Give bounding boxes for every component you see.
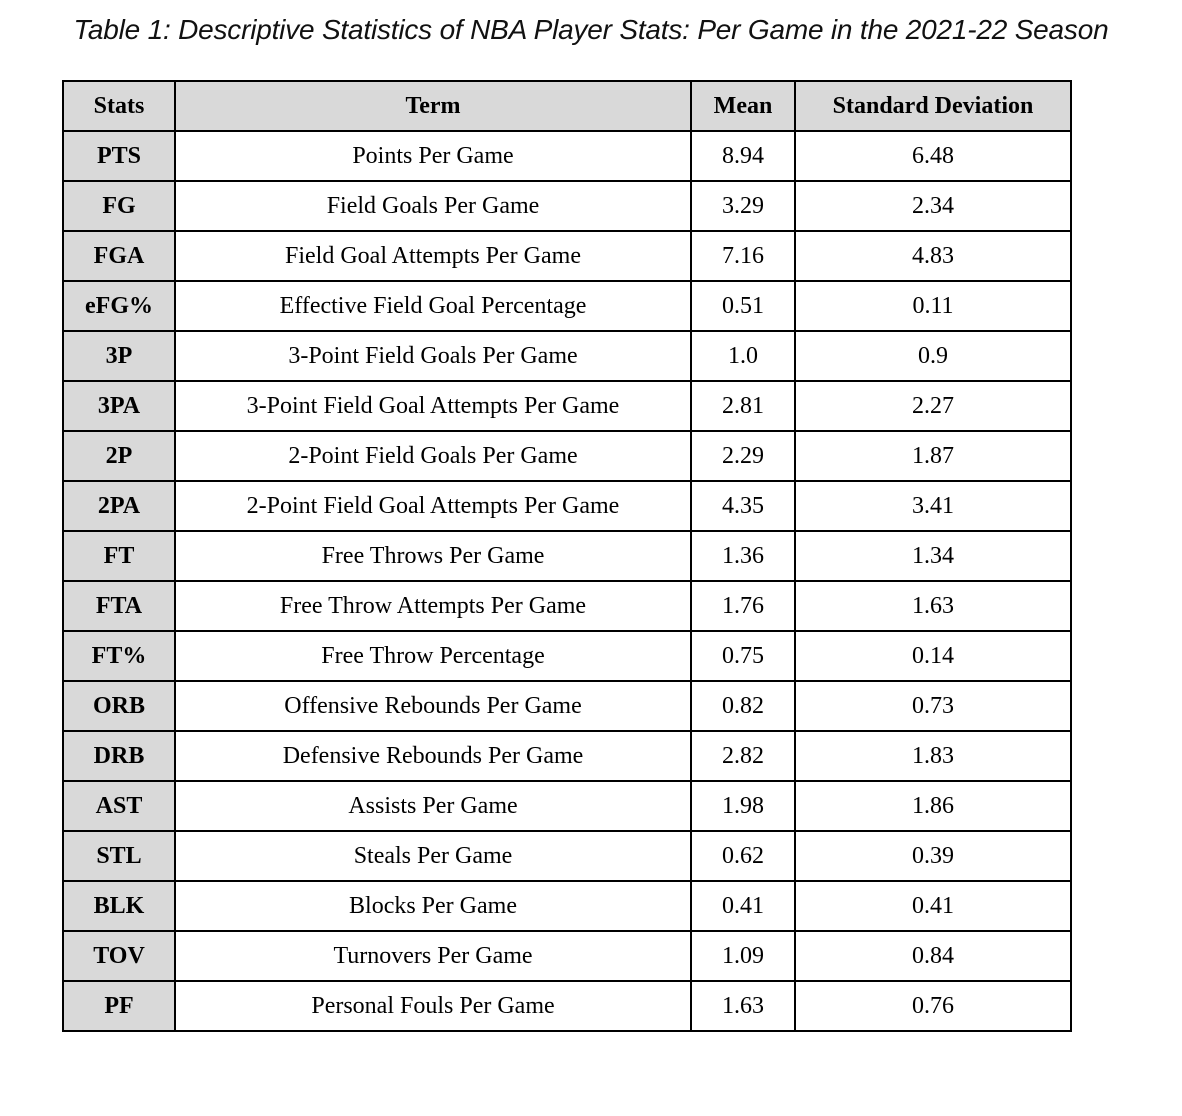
- sd-cell: 0.73: [794, 680, 1072, 732]
- term-cell: Free Throw Attempts Per Game: [174, 580, 692, 632]
- mean-cell: 1.76: [690, 580, 796, 632]
- mean-cell: 1.98: [690, 780, 796, 832]
- sd-cell: 6.48: [794, 130, 1072, 182]
- table-row: PF Personal Fouls Per Game 1.63 0.76: [62, 980, 1072, 1032]
- mean-cell: 2.81: [690, 380, 796, 432]
- stat-cell: FTA: [62, 580, 176, 632]
- term-cell: Turnovers Per Game: [174, 930, 692, 982]
- term-cell: 2-Point Field Goal Attempts Per Game: [174, 480, 692, 532]
- sd-cell: 4.83: [794, 230, 1072, 282]
- header-mean: Mean: [690, 80, 796, 132]
- table-row: FT Free Throws Per Game 1.36 1.34: [62, 530, 1072, 582]
- table-row: BLK Blocks Per Game 0.41 0.41: [62, 880, 1072, 932]
- term-cell: Field Goal Attempts Per Game: [174, 230, 692, 282]
- sd-cell: 0.39: [794, 830, 1072, 882]
- stat-cell: FGA: [62, 230, 176, 282]
- header-stats: Stats: [62, 80, 176, 132]
- term-cell: Points Per Game: [174, 130, 692, 182]
- term-cell: Blocks Per Game: [174, 880, 692, 932]
- term-cell: Field Goals Per Game: [174, 180, 692, 232]
- term-cell: Offensive Rebounds Per Game: [174, 680, 692, 732]
- term-cell: Defensive Rebounds Per Game: [174, 730, 692, 782]
- sd-cell: 1.34: [794, 530, 1072, 582]
- table-row: FT% Free Throw Percentage 0.75 0.14: [62, 630, 1072, 682]
- table-row: TOV Turnovers Per Game 1.09 0.84: [62, 930, 1072, 982]
- stat-cell: 2P: [62, 430, 176, 482]
- sd-cell: 1.83: [794, 730, 1072, 782]
- sd-cell: 1.87: [794, 430, 1072, 482]
- stat-cell: DRB: [62, 730, 176, 782]
- stat-cell: ORB: [62, 680, 176, 732]
- stat-cell: eFG%: [62, 280, 176, 332]
- sd-cell: 0.14: [794, 630, 1072, 682]
- stat-cell: PF: [62, 980, 176, 1032]
- mean-cell: 2.29: [690, 430, 796, 482]
- term-cell: Assists Per Game: [174, 780, 692, 832]
- table-row: PTS Points Per Game 8.94 6.48: [62, 130, 1072, 182]
- mean-cell: 4.35: [690, 480, 796, 532]
- table-row: STL Steals Per Game 0.62 0.39: [62, 830, 1072, 882]
- term-cell: 2-Point Field Goals Per Game: [174, 430, 692, 482]
- stats-table: Stats Term Mean Standard Deviation PTS Po…: [62, 80, 1072, 1032]
- term-cell: 3-Point Field Goals Per Game: [174, 330, 692, 382]
- table-row: FGA Field Goal Attempts Per Game 7.16 4.83: [62, 230, 1072, 282]
- mean-cell: 0.82: [690, 680, 796, 732]
- sd-cell: 1.86: [794, 780, 1072, 832]
- sd-cell: 3.41: [794, 480, 1072, 532]
- header-standard-deviation: Standard Deviation: [794, 80, 1072, 132]
- table-row: AST Assists Per Game 1.98 1.86: [62, 780, 1072, 832]
- sd-cell: 0.9: [794, 330, 1072, 382]
- stat-cell: AST: [62, 780, 176, 832]
- table-header-row: Stats Term Mean Standard Deviation: [62, 80, 1072, 132]
- table-row: FTA Free Throw Attempts Per Game 1.76 1.63: [62, 580, 1072, 632]
- stat-cell: TOV: [62, 930, 176, 982]
- mean-cell: 1.0: [690, 330, 796, 382]
- mean-cell: 2.82: [690, 730, 796, 782]
- mean-cell: 0.62: [690, 830, 796, 882]
- stat-cell: BLK: [62, 880, 176, 932]
- table-row: 2P 2-Point Field Goals Per Game 2.29 1.87: [62, 430, 1072, 482]
- header-term: Term: [174, 80, 692, 132]
- table-row: eFG% Effective Field Goal Percentage 0.51 0…: [62, 280, 1072, 332]
- mean-cell: 3.29: [690, 180, 796, 232]
- term-cell: Free Throw Percentage: [174, 630, 692, 682]
- mean-cell: 0.75: [690, 630, 796, 682]
- term-cell: Free Throws Per Game: [174, 530, 692, 582]
- sd-cell: 2.27: [794, 380, 1072, 432]
- sd-cell: 0.11: [794, 280, 1072, 332]
- term-cell: Steals Per Game: [174, 830, 692, 882]
- sd-cell: 1.63: [794, 580, 1072, 632]
- sd-cell: 0.76: [794, 980, 1072, 1032]
- stat-cell: STL: [62, 830, 176, 882]
- table-row: DRB Defensive Rebounds Per Game 2.82 1.83: [62, 730, 1072, 782]
- term-cell: Personal Fouls Per Game: [174, 980, 692, 1032]
- table-row: 2PA 2-Point Field Goal Attempts Per Game 4…: [62, 480, 1072, 532]
- mean-cell: 0.51: [690, 280, 796, 332]
- mean-cell: 0.41: [690, 880, 796, 932]
- stat-cell: 2PA: [62, 480, 176, 532]
- sd-cell: 0.41: [794, 880, 1072, 932]
- mean-cell: 1.36: [690, 530, 796, 582]
- sd-cell: 2.34: [794, 180, 1072, 232]
- table-row: 3P 3-Point Field Goals Per Game 1.0 0.9: [62, 330, 1072, 382]
- table-row: FG Field Goals Per Game 3.29 2.34: [62, 180, 1072, 232]
- term-cell: 3-Point Field Goal Attempts Per Game: [174, 380, 692, 432]
- term-cell: Effective Field Goal Percentage: [174, 280, 692, 332]
- sd-cell: 0.84: [794, 930, 1072, 982]
- table-caption: Table 1: Descriptive Statistics of NBA P…: [73, 14, 1109, 45]
- stat-cell: 3P: [62, 330, 176, 382]
- table-row: ORB Offensive Rebounds Per Game 0.82 0.73: [62, 680, 1072, 732]
- stat-cell: PTS: [62, 130, 176, 182]
- stat-cell: FG: [62, 180, 176, 232]
- mean-cell: 7.16: [690, 230, 796, 282]
- table-row: 3PA 3-Point Field Goal Attempts Per Game 2…: [62, 380, 1072, 432]
- stat-cell: FT%: [62, 630, 176, 682]
- stat-cell: 3PA: [62, 380, 176, 432]
- mean-cell: 1.63: [690, 980, 796, 1032]
- stat-cell: FT: [62, 530, 176, 582]
- mean-cell: 8.94: [690, 130, 796, 182]
- table-body: PTS Points Per Game 8.94 6.48 FG Field Goals …: [62, 130, 1072, 1032]
- mean-cell: 1.09: [690, 930, 796, 982]
